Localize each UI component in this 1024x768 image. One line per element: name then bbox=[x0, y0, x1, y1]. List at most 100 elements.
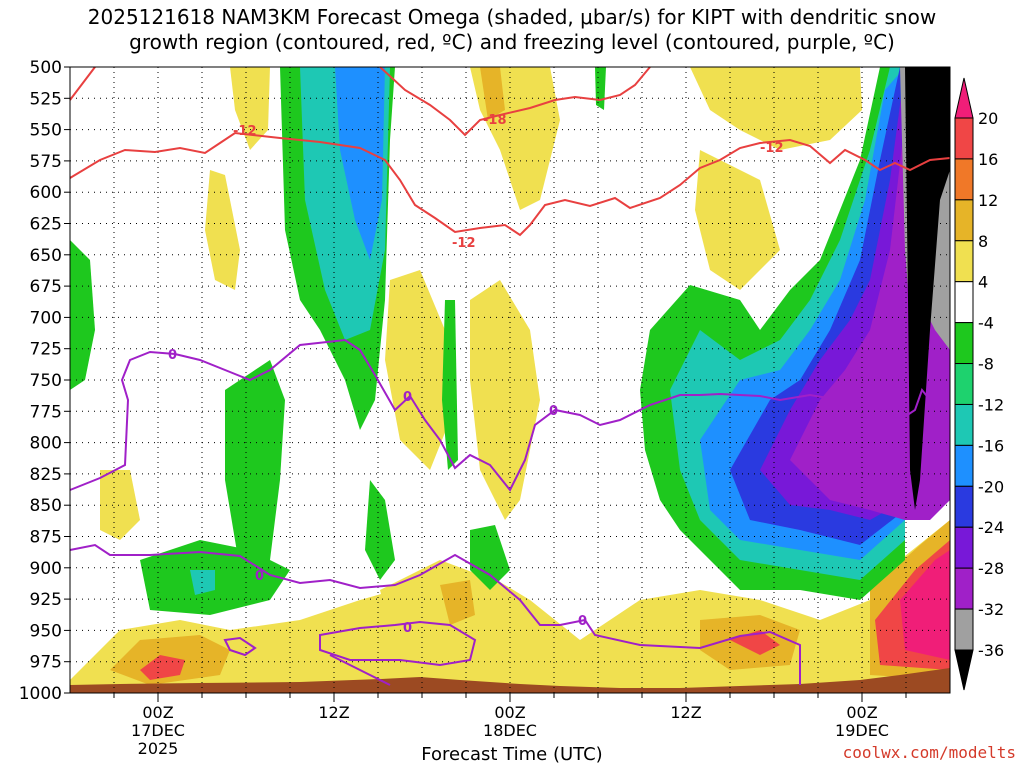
dgz-label-mid: -12 bbox=[452, 236, 476, 251]
x-tick-label: 00Z bbox=[142, 703, 173, 722]
omega-shade-green-sliver bbox=[442, 300, 458, 470]
colorbar-swatch bbox=[954, 444, 974, 487]
colorbar-label: 8 bbox=[978, 232, 988, 251]
colorbar-label: -16 bbox=[978, 436, 1004, 455]
omega-shade-red-left bbox=[140, 655, 185, 680]
omega-shade-green-low-mid bbox=[365, 480, 395, 580]
y-tick-label: 550 bbox=[30, 121, 62, 141]
y-axis: 500 525 550 575 600 625 650 675 700 725 750 775 800 8… bbox=[19, 58, 70, 704]
colorbar-swatch bbox=[954, 403, 974, 446]
colorbar-label: -8 bbox=[978, 355, 994, 374]
freezing-contour-low bbox=[69, 543, 801, 686]
dgz-label-upper: -18 bbox=[483, 113, 507, 128]
y-tick-label: 950 bbox=[30, 621, 62, 641]
y-tick-label: 575 bbox=[30, 152, 62, 172]
y-tick-label: 775 bbox=[30, 402, 62, 422]
colorbar-swatch bbox=[954, 158, 974, 201]
dgz-contours bbox=[69, 66, 951, 237]
omega-shade-orange-mid bbox=[440, 580, 475, 625]
y-tick-label: 525 bbox=[30, 89, 62, 109]
contour-labels: -12 -12 -12 -18 0 0 0 0 0 0 bbox=[168, 113, 784, 636]
colorbar-swatch bbox=[954, 240, 974, 283]
x-tick-label: 00Z bbox=[846, 703, 877, 722]
omega-shade-green-low-mid2 bbox=[470, 525, 510, 590]
colorbar-label: -28 bbox=[978, 559, 1004, 578]
x-tick-label: 19DEC bbox=[835, 721, 889, 740]
colorbar-swatch bbox=[954, 363, 974, 405]
dgz-contour-minus12 bbox=[69, 131, 951, 237]
y-tick-label: 625 bbox=[30, 215, 62, 235]
chart-title-line-2: growth region (contoured, red, ºC) and f… bbox=[129, 30, 895, 54]
y-tick-label: 900 bbox=[30, 559, 62, 579]
y-tick-label: 600 bbox=[30, 183, 62, 203]
omega-shade-green-mid-left bbox=[225, 360, 285, 570]
colorbar: 20 16 12 8 4 -4 -8 -12 -16 -20 -24 -28 -32 -36 bbox=[954, 77, 1004, 691]
x-tick-label: 12Z bbox=[318, 703, 349, 722]
y-tick-label: 925 bbox=[30, 590, 62, 610]
x-tick-label: 17DEC bbox=[131, 721, 185, 740]
colorbar-label: -4 bbox=[978, 314, 994, 333]
omega-shade-yellow-left-low bbox=[100, 470, 140, 540]
omega-shade-yellow-right-mid bbox=[695, 150, 780, 290]
omega-shade-green-top-sliver bbox=[595, 67, 606, 110]
omega-shade-pink-far-right bbox=[900, 550, 950, 660]
colorbar-swatch bbox=[954, 199, 974, 242]
colorbar-swatch bbox=[954, 526, 974, 569]
omega-shade-yellow-mid-center2 bbox=[470, 280, 540, 520]
credit-text[interactable]: coolwx.com/modelts bbox=[842, 743, 1016, 762]
colorbar-swatch bbox=[954, 322, 974, 365]
y-tick-label: 1000 bbox=[19, 684, 62, 704]
omega-shade-yellow-mid-left bbox=[205, 170, 240, 290]
terrain-ground bbox=[70, 668, 950, 693]
y-tick-label: 800 bbox=[30, 434, 62, 454]
freezing-level-contours bbox=[69, 338, 951, 686]
freezing-contour-main bbox=[69, 338, 951, 492]
y-tick-label: 650 bbox=[30, 246, 62, 266]
colorbar-label: -36 bbox=[978, 641, 1004, 660]
y-tick-label: 875 bbox=[30, 528, 62, 548]
omega-shade-black-core bbox=[905, 67, 950, 510]
freezing-label-2: 0 bbox=[403, 390, 412, 405]
colorbar-label: -12 bbox=[978, 395, 1004, 414]
dgz-label-right: -12 bbox=[760, 141, 784, 156]
y-tick-label: 500 bbox=[30, 58, 62, 78]
freezing-label-6: 0 bbox=[578, 614, 587, 629]
freezing-label-3: 0 bbox=[549, 404, 558, 419]
y-tick-label: 750 bbox=[30, 371, 62, 391]
colorbar-label: -24 bbox=[978, 518, 1004, 537]
dgz-contour-minus18 bbox=[69, 66, 651, 137]
colorbar-swatch bbox=[954, 485, 974, 528]
colorbar-label: 12 bbox=[978, 191, 998, 210]
omega-shade-yellow-mid-center bbox=[385, 270, 450, 470]
chart-title-line-1: 2025121618 NAM3KM Forecast Omega (shaded… bbox=[87, 5, 937, 29]
x-axis-title: Forecast Time (UTC) bbox=[421, 744, 603, 765]
omega-shade-yellow-top-right bbox=[690, 67, 862, 150]
dgz-label-left: -12 bbox=[233, 124, 257, 139]
x-tick-label: 00Z bbox=[494, 703, 525, 722]
colorbar-swatch bbox=[954, 608, 974, 651]
colorbar-label: -20 bbox=[978, 477, 1004, 496]
y-tick-label: 975 bbox=[30, 653, 62, 673]
omega-shade-yellow-top-left bbox=[230, 67, 270, 150]
freezing-label-4: 0 bbox=[255, 569, 264, 584]
colorbar-swatch bbox=[954, 567, 974, 610]
colorbar-swatch bbox=[954, 281, 974, 324]
y-tick-label: 825 bbox=[30, 465, 62, 485]
x-tick-label: 12Z bbox=[670, 703, 701, 722]
colorbar-bottom-arrow bbox=[954, 649, 974, 691]
colorbar-label: 4 bbox=[978, 273, 988, 292]
y-tick-label: 725 bbox=[30, 340, 62, 360]
x-tick-label: 18DEC bbox=[483, 721, 537, 740]
freezing-label-1: 0 bbox=[168, 348, 177, 363]
colorbar-swatch bbox=[954, 117, 974, 160]
omega-shade-orange-top bbox=[480, 67, 505, 120]
y-tick-label: 850 bbox=[30, 496, 62, 516]
y-tick-label: 675 bbox=[30, 277, 62, 297]
omega-shade-green-left-edge bbox=[70, 240, 95, 390]
y-tick-label: 700 bbox=[30, 308, 62, 328]
colorbar-top-arrow bbox=[954, 77, 974, 119]
omega-shade-lightblue-tower bbox=[335, 67, 385, 260]
shading-layer bbox=[70, 67, 950, 693]
